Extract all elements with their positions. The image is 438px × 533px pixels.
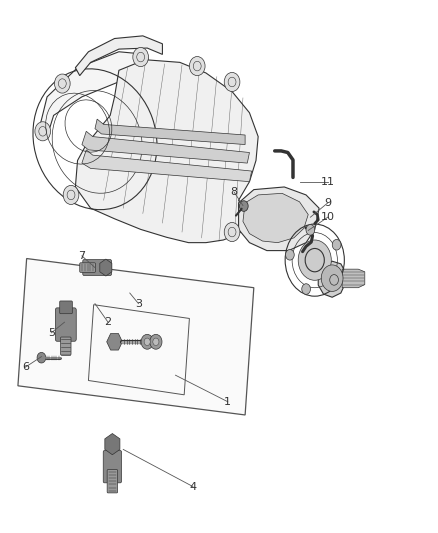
Circle shape [150,334,162,349]
FancyBboxPatch shape [60,301,72,314]
FancyBboxPatch shape [80,263,95,272]
Polygon shape [82,131,250,163]
FancyBboxPatch shape [107,470,117,493]
Circle shape [302,284,311,294]
Polygon shape [82,150,252,182]
Text: 7: 7 [78,251,85,261]
Text: 5: 5 [48,328,55,338]
Text: 10: 10 [321,212,335,222]
Polygon shape [95,119,245,144]
Text: 9: 9 [324,198,332,208]
Circle shape [224,72,240,92]
Circle shape [133,47,148,67]
FancyBboxPatch shape [55,308,76,341]
Circle shape [224,222,240,241]
Circle shape [35,122,50,141]
Text: 6: 6 [22,362,29,372]
FancyBboxPatch shape [60,337,71,355]
Circle shape [305,248,324,272]
Circle shape [54,74,70,93]
Text: 8: 8 [231,187,238,197]
Text: 3: 3 [135,298,142,309]
Text: 1: 1 [224,397,231,407]
Polygon shape [75,36,162,76]
Circle shape [63,185,79,205]
Polygon shape [41,52,149,136]
Circle shape [37,352,46,363]
Circle shape [306,224,315,235]
Text: 4: 4 [189,481,197,491]
Polygon shape [243,193,308,243]
Circle shape [141,334,153,349]
Circle shape [330,274,339,285]
FancyBboxPatch shape [103,450,121,483]
FancyBboxPatch shape [83,260,112,276]
Text: 2: 2 [104,317,112,327]
Circle shape [286,249,294,260]
Circle shape [153,338,159,345]
Polygon shape [18,259,254,415]
Circle shape [240,201,248,212]
Polygon shape [318,261,345,297]
Circle shape [189,56,205,76]
Circle shape [321,265,343,292]
Text: 11: 11 [321,176,335,187]
Polygon shape [239,187,319,251]
Polygon shape [342,269,365,288]
Polygon shape [75,60,258,243]
Circle shape [298,240,331,280]
Circle shape [332,239,341,250]
Circle shape [144,338,150,345]
